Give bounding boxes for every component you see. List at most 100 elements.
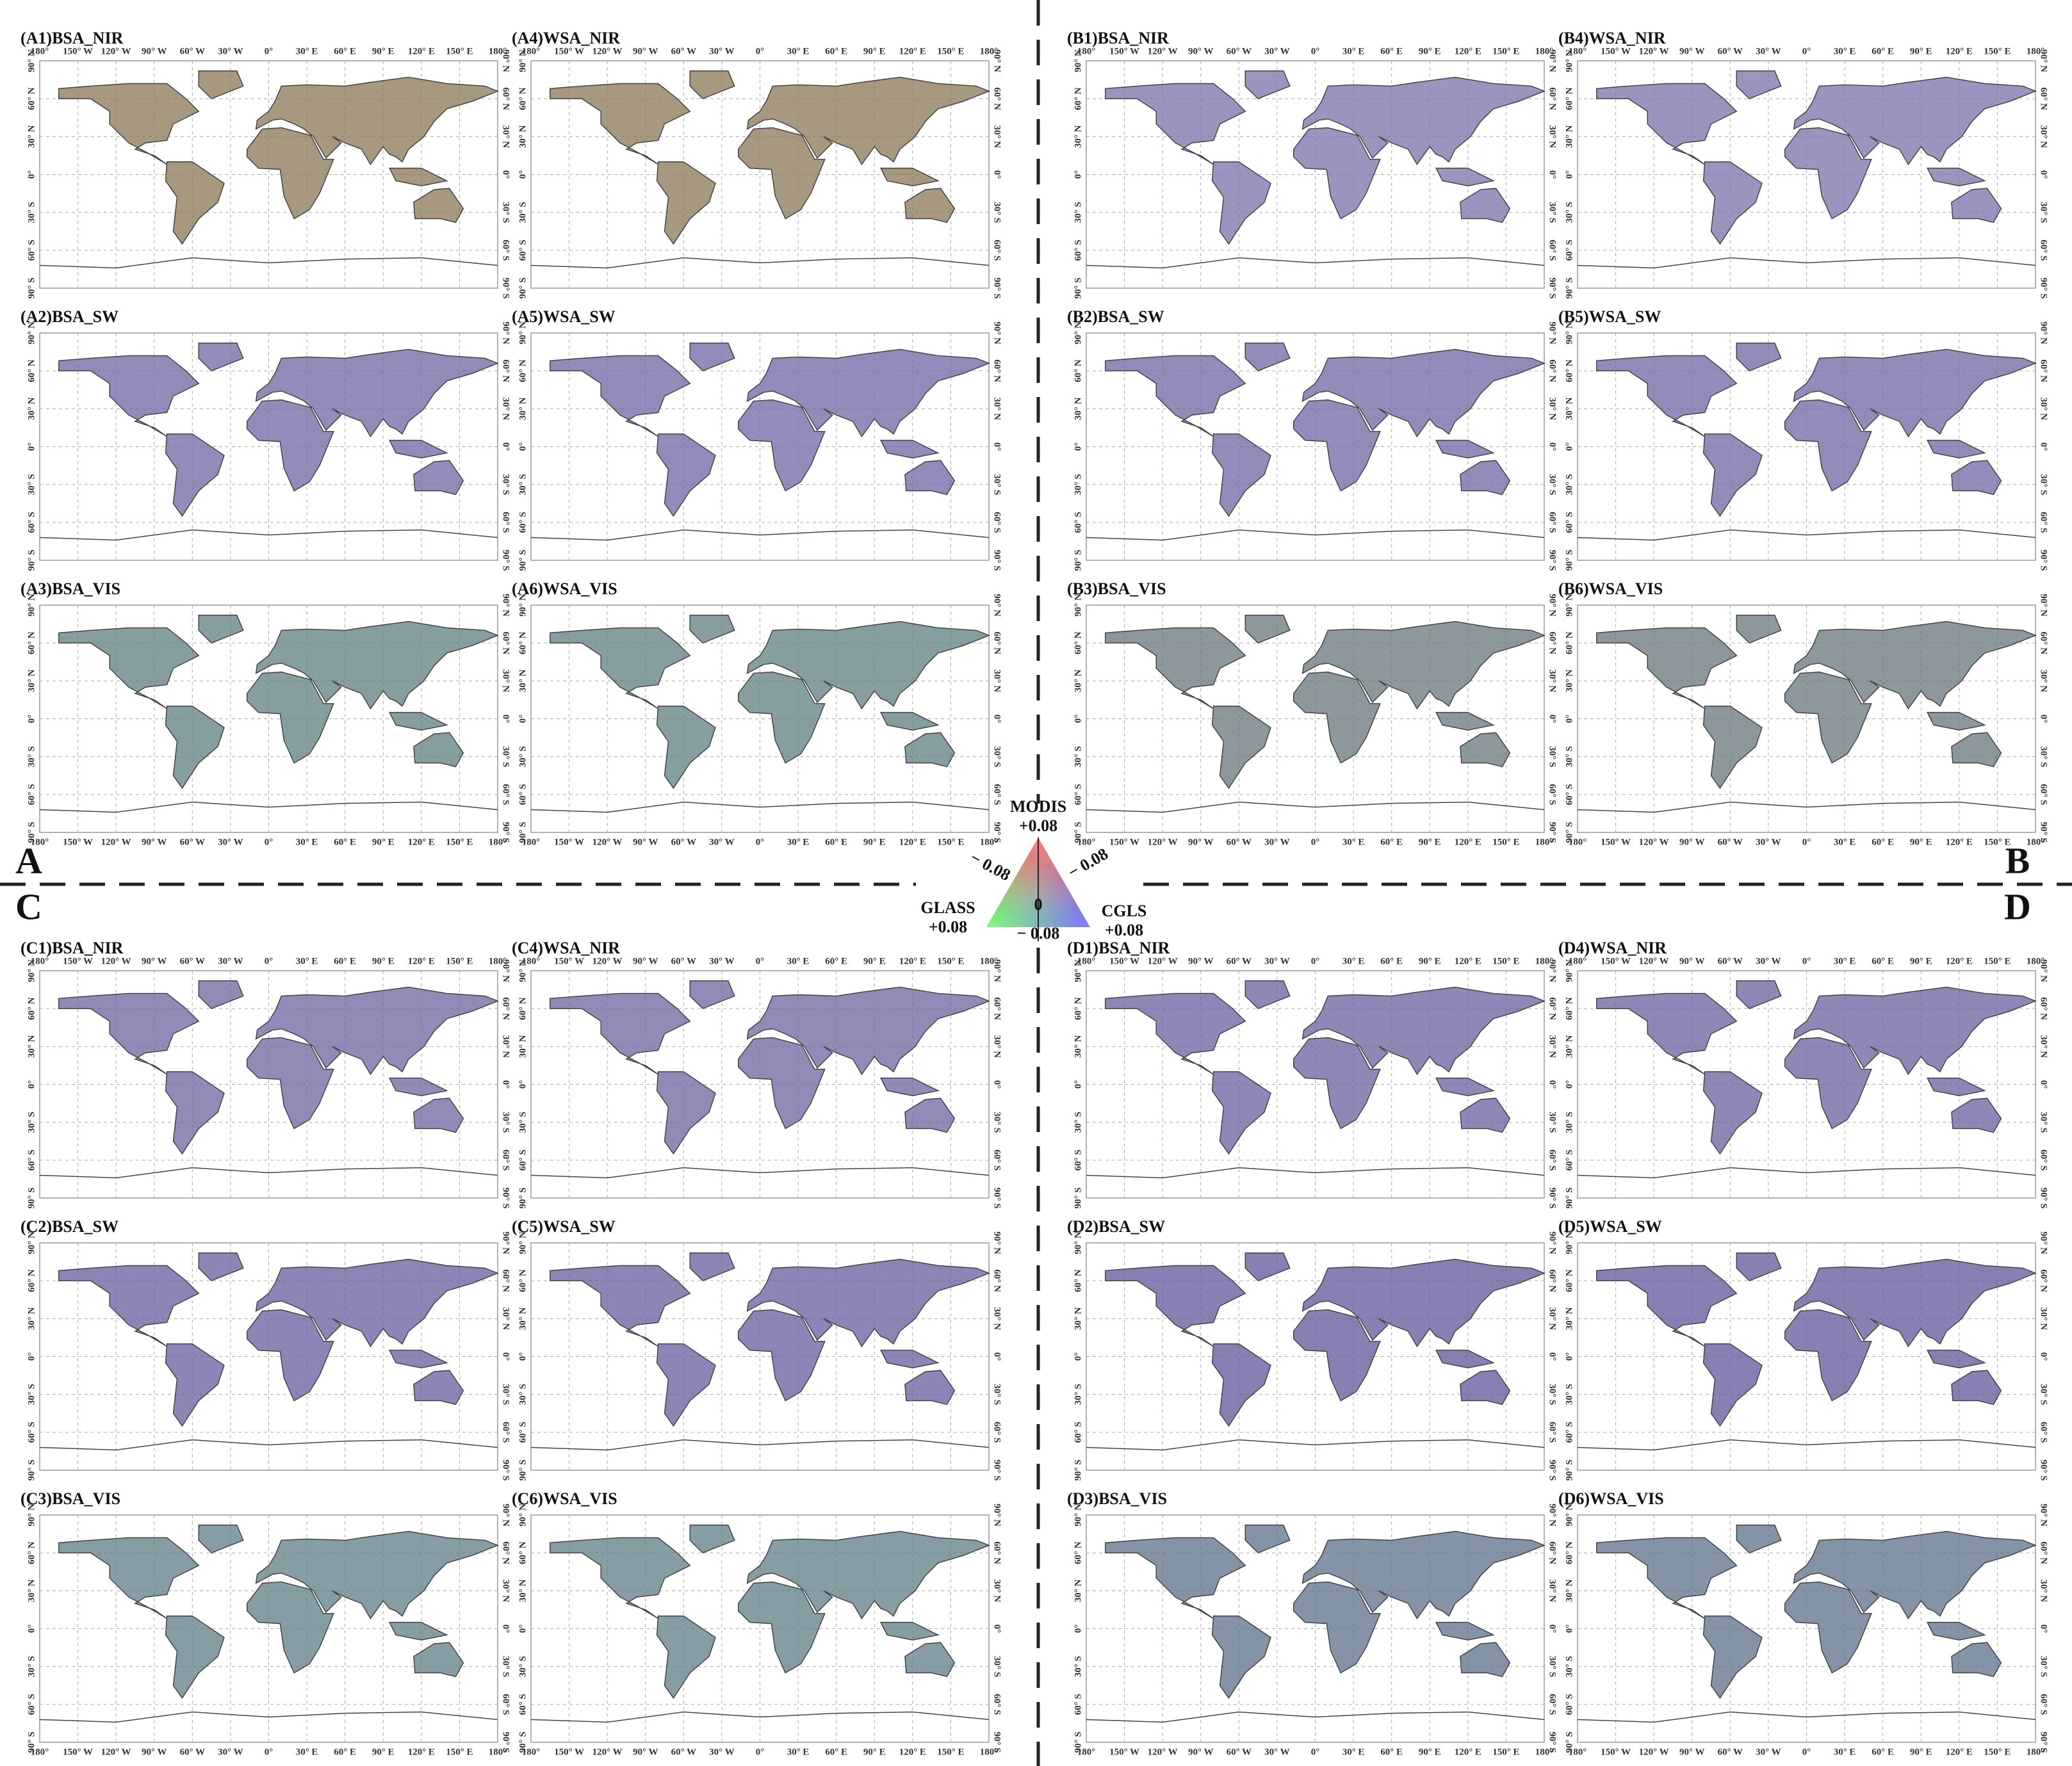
lon-label: 60° E	[1380, 46, 1403, 56]
lon-label: 60° E	[825, 1747, 847, 1757]
lon-label: 60° W	[1718, 956, 1743, 966]
lon-label: 60° E	[334, 837, 356, 847]
lat-label: 0°	[26, 1624, 37, 1633]
lat-label: 90° N	[518, 49, 528, 72]
antarctica-outline	[1086, 801, 1545, 813]
lat-label: 30° N	[2039, 126, 2049, 149]
landmass	[255, 1530, 500, 1620]
landmass	[656, 1616, 716, 1699]
lon-label: 30° W	[218, 956, 243, 966]
lat-label: 0°	[1547, 170, 1558, 179]
lon-label: 90° E	[372, 956, 395, 966]
lat-label: 30° N	[2039, 1035, 2049, 1058]
landmass	[1596, 627, 1738, 709]
lat-label: 60° S	[1547, 512, 1558, 533]
antarctica-outline	[530, 257, 990, 269]
lat-label: 30° S	[1547, 474, 1558, 495]
lat-label: 30° S	[518, 474, 528, 495]
lat-label: 60° S	[501, 1422, 511, 1443]
panel-title: (A2)BSA_SW	[20, 307, 118, 326]
lat-label: 90° N	[501, 1503, 511, 1527]
landmass	[1951, 1370, 2002, 1406]
lat-label: 90° S	[26, 1187, 37, 1208]
landmass	[1301, 1530, 1546, 1620]
lat-label: 90° S	[518, 549, 528, 571]
landmass	[1702, 433, 1763, 517]
lon-label: 150° W	[63, 1747, 93, 1757]
landmass	[1460, 1098, 1511, 1133]
ternary-legend: MODIS +0.08 − 0.08 − 0.08 GLASS +0.08 CG…	[920, 797, 1146, 943]
lat-label: 90° N	[2039, 959, 2049, 982]
lat-label: 60° N	[501, 631, 511, 654]
landmass	[550, 1537, 691, 1619]
lon-label: 120° W	[1148, 46, 1178, 56]
lat-label: 0°	[992, 170, 1002, 179]
lat-label: 90° S	[1564, 1459, 1574, 1480]
lon-label: 90° W	[1188, 956, 1213, 966]
lat-label: 0°	[518, 1080, 528, 1089]
lat-label: 90° N	[518, 1503, 528, 1527]
lat-label: 90° N	[2039, 49, 2049, 72]
lat-label: 60° S	[518, 784, 528, 805]
lat-label: 60° S	[992, 784, 1002, 805]
lat-label: 90° N	[992, 1231, 1002, 1254]
lat-label: 30° S	[1564, 746, 1574, 767]
lat-label: 60° S	[1073, 239, 1083, 261]
lat-label: 60° S	[1547, 1694, 1558, 1715]
lat-label: 60° S	[1564, 239, 1574, 261]
lon-label: 180°	[2027, 956, 2045, 966]
lon-label: 0°	[265, 956, 273, 966]
lat-label: 30° S	[1564, 1656, 1574, 1677]
lat-label: 30° N	[518, 125, 528, 148]
landmass	[1105, 627, 1246, 709]
lat-label: 0°	[1073, 715, 1083, 724]
lon-label: 180°	[980, 1747, 999, 1757]
landmass	[165, 161, 225, 245]
lat-label: 60° S	[992, 1694, 1002, 1715]
landmass	[255, 986, 500, 1076]
landmass	[1211, 1616, 1271, 1699]
landmass	[246, 1309, 334, 1402]
lat-label: 60° S	[2039, 239, 2049, 261]
lat-label: 90° S	[1547, 1459, 1558, 1480]
lon-label: 0°	[1802, 837, 1811, 847]
quadrant-letter: B	[2005, 839, 2030, 881]
lon-label: 90° E	[863, 956, 886, 966]
lon-label: 150° E	[937, 46, 964, 56]
lat-label: 30° S	[518, 1384, 528, 1405]
lat-label: 90° N	[1564, 959, 1574, 982]
landmass	[1244, 615, 1291, 644]
lon-label: 60° W	[1227, 1747, 1252, 1757]
lat-label: 90° S	[2039, 549, 2049, 571]
lon-label: 150° W	[554, 1747, 584, 1757]
lat-label: 90° S	[1073, 822, 1083, 843]
landmass	[165, 706, 225, 790]
landmass	[1105, 355, 1246, 437]
landmass	[689, 1252, 735, 1282]
landmass	[1596, 355, 1738, 437]
landmass	[879, 711, 940, 731]
lat-label: 90° N	[1073, 594, 1083, 617]
lat-label: 0°	[1564, 170, 1574, 179]
lon-label: 60° E	[1380, 837, 1403, 847]
lon-label: 30° W	[1756, 956, 1781, 966]
lat-label: 60° N	[1073, 1269, 1083, 1292]
lat-label: 60° S	[1547, 784, 1558, 805]
lat-label: 90° S	[2039, 1731, 2049, 1753]
lat-label: 60° S	[2039, 784, 2049, 805]
lon-label: 180°	[2027, 1747, 2045, 1757]
lon-label: 30° E	[296, 956, 318, 966]
lon-label: 30° W	[1264, 46, 1289, 56]
lat-label: 0°	[518, 715, 528, 724]
lon-label: 30° E	[787, 956, 810, 966]
lon-label: 90° E	[372, 1747, 395, 1757]
lat-label: 60° S	[26, 1422, 37, 1443]
quadrant-letter: C	[15, 886, 42, 927]
lon-label: 120° W	[101, 46, 131, 56]
lat-label: 60° N	[2039, 359, 2049, 382]
lat-label: 90° S	[501, 1459, 511, 1480]
landmass	[904, 1098, 956, 1133]
lon-label: 150° E	[937, 956, 964, 966]
